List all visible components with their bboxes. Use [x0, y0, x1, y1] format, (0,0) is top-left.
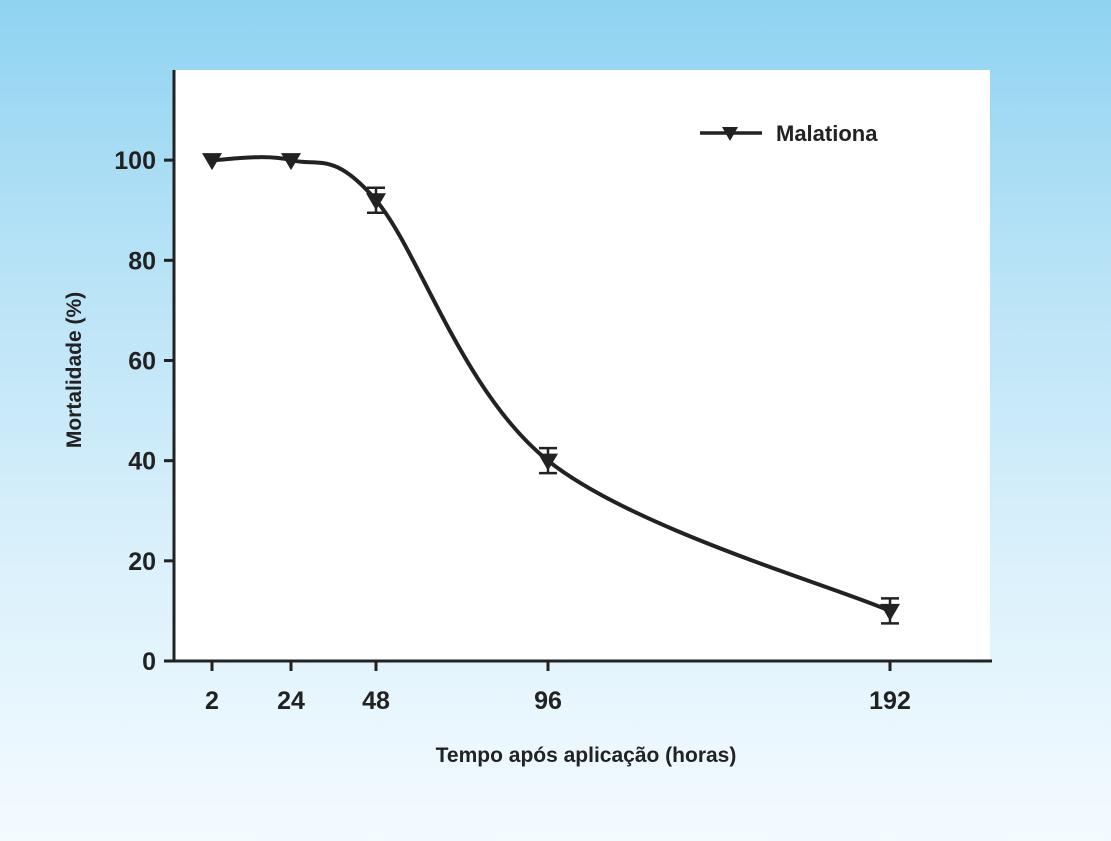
x-ticks: 2 24 48 96 192: [205, 661, 911, 715]
x-tick-label: 48: [362, 687, 390, 715]
data-point-marker: [366, 193, 386, 211]
data-point-marker: [202, 153, 222, 171]
x-tick-label: 192: [869, 687, 911, 715]
x-tick-label: 2: [205, 687, 219, 715]
x-axis-title: Tempo após aplicação (horas): [436, 744, 737, 767]
y-tick-label: 100: [114, 147, 156, 175]
plot-area: [174, 70, 990, 661]
y-tick-label: 40: [128, 448, 156, 476]
y-tick-label: 80: [128, 247, 156, 275]
data-point-marker: [880, 603, 900, 621]
y-ticks: 0 20 40 60 80 100: [114, 147, 174, 676]
legend: Malationa: [700, 121, 878, 146]
data-point-marker: [281, 153, 301, 171]
x-tick-label: 96: [534, 687, 562, 715]
series-layer: [202, 153, 900, 625]
data-point-marker: [538, 453, 558, 471]
legend-label: Malationa: [776, 121, 878, 146]
y-axis-title: Mortalidade (%): [63, 292, 86, 448]
y-tick-label: 0: [142, 648, 156, 676]
y-tick-label: 60: [128, 347, 156, 375]
legend-marker: [722, 127, 738, 141]
x-tick-label: 24: [277, 687, 305, 715]
y-tick-label: 20: [128, 548, 156, 576]
